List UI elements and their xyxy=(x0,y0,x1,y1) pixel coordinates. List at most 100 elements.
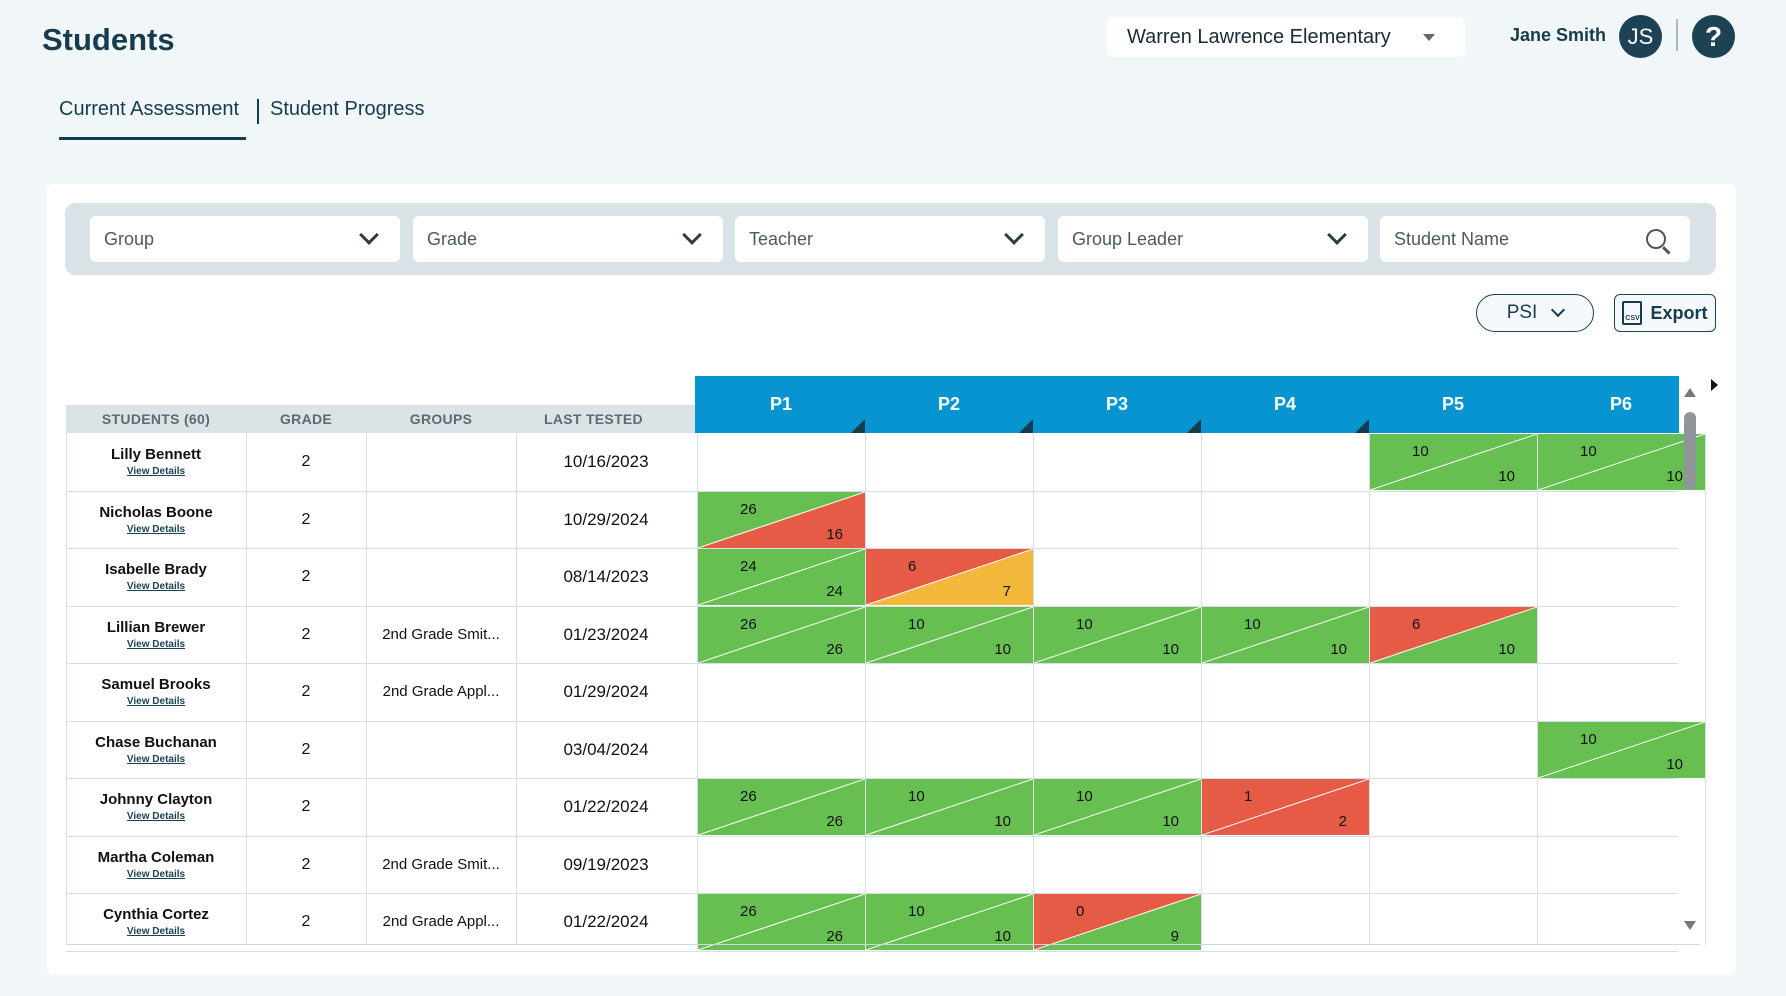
scroll-up-icon[interactable] xyxy=(1684,388,1696,397)
table-bottom-border xyxy=(66,944,1700,945)
score-cell-p4[interactable]: 10 10 xyxy=(1202,607,1369,663)
last-tested-cell: 01/29/2024 xyxy=(563,681,649,701)
header-students[interactable]: STUDENTS (60) xyxy=(101,411,211,427)
sort-corner-icon[interactable] xyxy=(1355,419,1369,433)
tab-current-assessment[interactable]: Current Assessment xyxy=(59,98,240,120)
score-cell-p1[interactable]: 24 24 xyxy=(698,549,865,605)
score-top-value: 10 xyxy=(1244,616,1261,633)
student-name: Lilly Bennett xyxy=(110,446,201,463)
view-details-link[interactable]: View Details xyxy=(126,524,186,535)
student-name-search-placeholder: Student Name xyxy=(1394,228,1510,249)
row-divider xyxy=(66,606,1678,607)
score-bottom-value: 10 xyxy=(1666,756,1683,773)
score-cell-p6[interactable]: 10 10 xyxy=(1538,722,1705,778)
student-cell: Chase Buchanan View Details xyxy=(66,721,246,778)
export-button[interactable]: CSV Export xyxy=(1614,294,1716,332)
row-divider xyxy=(66,548,1678,549)
student-cell: Lilly Bennett View Details xyxy=(66,433,246,490)
active-tab-indicator xyxy=(59,137,246,140)
student-name-search[interactable]: Student Name xyxy=(1380,216,1690,262)
period-header-p2[interactable]: P2 xyxy=(937,394,961,414)
user-name[interactable]: Jane Smith xyxy=(1510,25,1607,45)
student-cell: Cynthia Cortez View Details xyxy=(66,893,246,950)
score-cell-p6[interactable]: 10 10 xyxy=(1538,434,1705,490)
grade-filter-label: Grade xyxy=(427,228,478,249)
student-cell: Martha Coleman View Details xyxy=(66,836,246,893)
period-header-p3[interactable]: P3 xyxy=(1105,394,1129,414)
view-details-link[interactable]: View Details xyxy=(126,696,186,707)
score-cell-p5[interactable]: 6 10 xyxy=(1370,607,1537,663)
sort-corner-icon[interactable] xyxy=(1187,419,1201,433)
column-divider xyxy=(1369,433,1370,945)
chevron-down-icon xyxy=(682,225,702,245)
view-details-link[interactable]: View Details xyxy=(126,466,186,477)
score-top-value: 26 xyxy=(740,501,757,518)
tab-student-progress[interactable]: Student Progress xyxy=(270,98,425,120)
group-leader-filter-label: Group Leader xyxy=(1072,228,1184,249)
period-header-p6[interactable]: P6 xyxy=(1609,394,1633,414)
groups-cell xyxy=(366,778,516,835)
scroll-down-icon[interactable] xyxy=(1684,921,1696,930)
help-icon[interactable]: ? xyxy=(1692,15,1735,58)
sort-corner-icon[interactable] xyxy=(1019,419,1033,433)
score-bottom-value: 16 xyxy=(826,526,843,543)
score-bottom-value: 10 xyxy=(1498,468,1515,485)
view-details-link[interactable]: View Details xyxy=(126,639,186,650)
score-cell-p5[interactable]: 10 10 xyxy=(1370,434,1537,490)
search-icon[interactable] xyxy=(1646,229,1666,249)
view-details-link[interactable]: View Details xyxy=(126,926,186,937)
view-details-link[interactable]: View Details xyxy=(126,754,186,765)
scroll-right-icon[interactable] xyxy=(1711,379,1718,391)
group-filter[interactable]: Group xyxy=(90,216,400,262)
period-header-p4[interactable]: P4 xyxy=(1273,394,1297,414)
grade-cell: 2 xyxy=(301,855,311,873)
header-last-tested[interactable]: LAST TESTED xyxy=(544,411,643,427)
score-cell-p2[interactable]: 10 10 xyxy=(866,779,1033,835)
last-tested-cell: 10/16/2023 xyxy=(563,451,649,471)
score-bottom-value: 10 xyxy=(1498,641,1515,658)
scrollbar-thumb[interactable] xyxy=(1684,412,1696,490)
last-tested-cell: 03/04/2024 xyxy=(563,739,649,759)
header-divider xyxy=(1676,19,1678,51)
chevron-down-icon xyxy=(359,225,379,245)
column-divider xyxy=(1537,433,1538,945)
teacher-filter[interactable]: Teacher xyxy=(735,216,1045,262)
avatar[interactable]: JS xyxy=(1619,15,1662,58)
score-cell-p3[interactable]: 10 10 xyxy=(1034,607,1201,663)
sort-corner-icon[interactable] xyxy=(851,419,865,433)
score-cell-p1[interactable]: 26 26 xyxy=(698,894,865,950)
period-header-p1[interactable]: P1 xyxy=(769,394,793,414)
teacher-filter-label: Teacher xyxy=(749,228,814,249)
view-details-link[interactable]: View Details xyxy=(126,869,186,880)
grade-cell: 2 xyxy=(301,682,311,700)
score-cell-p1[interactable]: 26 26 xyxy=(698,779,865,835)
row-divider xyxy=(66,893,1678,894)
grade-filter[interactable]: Grade xyxy=(413,216,723,262)
score-top-value: 24 xyxy=(740,558,757,575)
header-grade[interactable]: GRADE xyxy=(279,411,333,427)
groups-cell: 2nd Grade Smit... xyxy=(382,626,500,643)
score-cell-p2[interactable]: 10 10 xyxy=(866,894,1033,950)
view-details-link[interactable]: View Details xyxy=(126,581,186,592)
score-bottom-value: 10 xyxy=(1666,468,1683,485)
student-name: Johnny Clayton xyxy=(99,791,213,808)
score-top-value: 10 xyxy=(1580,443,1597,460)
score-top-value: 26 xyxy=(740,903,757,920)
score-cell-p2[interactable]: 10 10 xyxy=(866,607,1033,663)
groups-cell xyxy=(366,721,516,778)
group-leader-filter[interactable]: Group Leader xyxy=(1058,216,1368,262)
score-bottom-value: 24 xyxy=(826,583,843,600)
period-header-p5[interactable]: P5 xyxy=(1441,394,1465,414)
score-cell-p1[interactable]: 26 26 xyxy=(698,607,865,663)
score-cell-p3[interactable]: 10 10 xyxy=(1034,779,1201,835)
psi-label: PSI xyxy=(1506,302,1538,323)
school-select[interactable]: Warren Lawrence Elementary xyxy=(1107,17,1465,57)
view-details-link[interactable]: View Details xyxy=(126,811,186,822)
header-groups[interactable]: GROUPS xyxy=(409,411,473,427)
score-cell-p1[interactable]: 26 16 xyxy=(698,492,865,548)
tab-divider xyxy=(257,99,259,124)
psi-dropdown[interactable]: PSI xyxy=(1476,294,1594,332)
